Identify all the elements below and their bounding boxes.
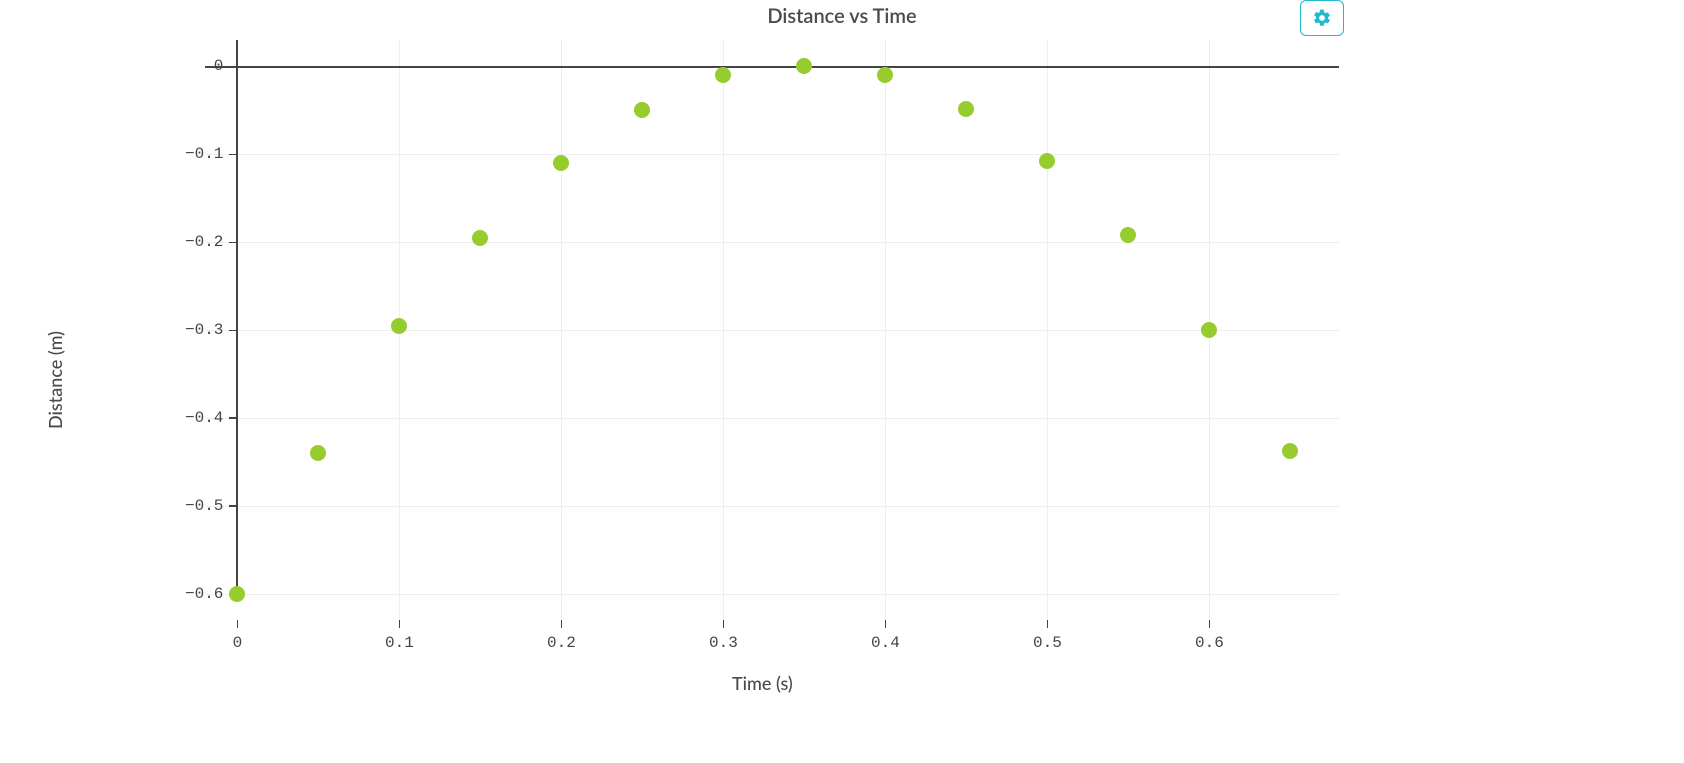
x-tick-label: 0.6 — [1195, 634, 1224, 652]
x-tick-label: 0.4 — [871, 634, 900, 652]
x-tick — [1047, 620, 1049, 628]
y-tick-label: −0.1 — [185, 145, 223, 163]
x-tick — [885, 620, 887, 628]
data-point[interactable] — [1201, 322, 1217, 338]
x-axis-label: Time (s) — [732, 672, 793, 694]
x-axis-line — [205, 66, 1339, 68]
gridline-horizontal — [205, 242, 1339, 243]
chart-settings-button[interactable] — [1300, 0, 1344, 36]
data-point[interactable] — [634, 102, 650, 118]
y-axis-line — [236, 40, 238, 600]
y-tick — [229, 154, 237, 156]
data-point[interactable] — [310, 445, 326, 461]
y-tick-label: −0.5 — [185, 497, 223, 515]
y-tick — [229, 242, 237, 244]
x-tick — [723, 620, 725, 628]
x-tick — [561, 620, 563, 628]
x-tick-label: 0.1 — [385, 634, 414, 652]
y-axis-label: Distance (m) — [44, 331, 66, 429]
gridline-horizontal — [205, 418, 1339, 419]
gridline-horizontal — [205, 330, 1339, 331]
x-tick-label: 0.3 — [709, 634, 738, 652]
plot-area: 00.10.20.30.40.50.60−0.1−0.2−0.3−0.4−0.5… — [205, 40, 1339, 620]
gear-icon — [1312, 8, 1332, 28]
gridline-horizontal — [205, 154, 1339, 155]
data-point[interactable] — [796, 58, 812, 74]
data-point[interactable] — [1120, 227, 1136, 243]
y-tick — [229, 505, 237, 507]
data-point[interactable] — [553, 155, 569, 171]
data-point[interactable] — [958, 101, 974, 117]
gridline-horizontal — [205, 594, 1339, 595]
chart-title: Distance vs Time — [0, 4, 1684, 28]
chart-container: Distance vs Time 00.10.20.30.40.50.60−0.… — [0, 0, 1684, 763]
y-tick — [229, 417, 237, 419]
data-point[interactable] — [715, 67, 731, 83]
y-tick — [229, 330, 237, 332]
x-tick — [399, 620, 401, 628]
x-tick — [237, 620, 239, 628]
data-point[interactable] — [877, 67, 893, 83]
x-tick — [1209, 620, 1211, 628]
x-tick-label: 0 — [233, 634, 243, 652]
x-tick-label: 0.2 — [547, 634, 576, 652]
data-point[interactable] — [1039, 153, 1055, 169]
data-point[interactable] — [472, 230, 488, 246]
y-tick-label: −0.3 — [185, 321, 223, 339]
y-tick-label: −0.2 — [185, 233, 223, 251]
data-point[interactable] — [391, 318, 407, 334]
data-point[interactable] — [229, 586, 245, 602]
y-tick-label: −0.4 — [185, 409, 223, 427]
y-tick-label: −0.6 — [185, 585, 223, 603]
gridline-horizontal — [205, 506, 1339, 507]
y-tick-label: 0 — [214, 57, 224, 75]
x-tick-label: 0.5 — [1033, 634, 1062, 652]
y-tick — [229, 66, 237, 68]
data-point[interactable] — [1282, 443, 1298, 459]
